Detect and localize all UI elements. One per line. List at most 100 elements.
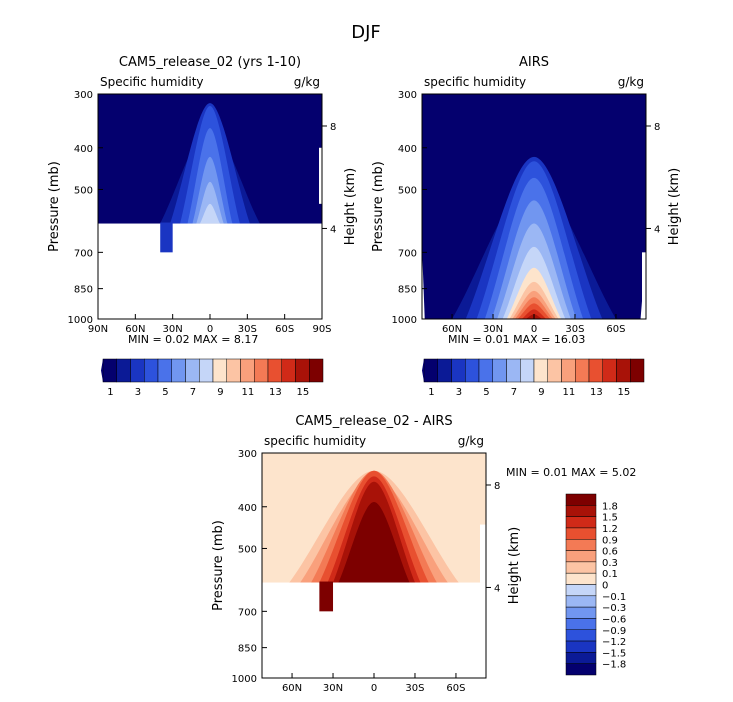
y-axis-label: Pressure (mb) — [371, 161, 386, 252]
x-tick-label: 30N — [323, 683, 343, 694]
x-tick-label: 30N — [163, 324, 183, 335]
colorbar-label: −1.5 — [602, 648, 626, 659]
plot-area-diff — [262, 453, 486, 612]
y-tick-label: 1000 — [392, 315, 417, 326]
y-right-axis-label: Height (km) — [667, 168, 682, 245]
colorbar-box — [520, 358, 535, 383]
colorbar-box — [451, 358, 466, 383]
colorbar-label: 3 — [456, 387, 462, 398]
colorbar-box — [630, 358, 645, 383]
x-tick-label: 30S — [565, 324, 584, 335]
contour-level-6 — [196, 181, 224, 224]
y-right-tick-label: 8 — [330, 122, 336, 133]
colorbar-label: −0.9 — [602, 626, 626, 637]
y-tick-label: 400 — [238, 503, 257, 514]
colorbar-label: 0.3 — [602, 558, 618, 569]
colorbar-box — [588, 358, 603, 383]
field-notch — [319, 581, 334, 612]
min-max-readout: MIN = 0.02 MAX = 8.17 — [128, 333, 258, 346]
figure-title: DJF — [351, 22, 381, 43]
colorbar-box — [226, 358, 241, 383]
colorbar-label: 13 — [269, 387, 282, 398]
colorbar-box — [492, 358, 507, 383]
colorbar-label: 1.8 — [602, 501, 618, 512]
colorbar-label: 11 — [242, 387, 255, 398]
colorbar-label: 1.2 — [602, 524, 618, 535]
colorbar-label: 1.5 — [602, 513, 618, 524]
colorbar-box — [565, 663, 597, 676]
x-tick-label: 60N — [282, 683, 302, 694]
colorbar-label: 3 — [135, 387, 141, 398]
contour-level-7 — [200, 203, 220, 224]
x-tick-label: 30S — [405, 683, 424, 694]
colorbar-box — [565, 550, 597, 563]
colorbar-label: −1.8 — [602, 660, 626, 671]
colorbar-box — [240, 358, 255, 383]
field-notch — [160, 222, 173, 253]
colorbar-box — [547, 358, 562, 383]
colorbar-box — [185, 358, 200, 383]
y-tick-label: 1000 — [68, 315, 93, 326]
contour-level-7 — [338, 502, 410, 583]
panel-subtitle: Specific humidity — [100, 75, 204, 89]
colorbar-box — [267, 358, 282, 383]
y-tick-label: 850 — [74, 285, 93, 296]
colorbar-box — [565, 539, 597, 551]
colorbar-box — [171, 358, 186, 383]
colorbar-label: 15 — [297, 387, 310, 398]
colorbar-label: 9 — [217, 387, 223, 398]
x-tick-label: 60N — [442, 324, 462, 335]
colorbar-box — [565, 595, 597, 608]
colorbar-box — [565, 572, 597, 585]
y-right-tick-label: 8 — [654, 122, 660, 133]
y-right-axis-label: Height (km) — [343, 168, 358, 245]
y-tick-label: 400 — [398, 144, 417, 155]
y-axis-label: Pressure (mb) — [211, 520, 226, 611]
colorbar-box — [533, 358, 548, 383]
colorbar-box — [565, 629, 597, 642]
colorbar-box — [565, 527, 597, 540]
colorbar-box — [130, 358, 145, 383]
y-tick-label: 850 — [238, 644, 257, 655]
colorbar-label: 15 — [618, 387, 631, 398]
colorbar-label: 1 — [428, 387, 434, 398]
colorbar-box — [199, 358, 214, 383]
colorbar-box — [465, 358, 480, 383]
y-tick-label: 300 — [74, 90, 93, 101]
colorbar-label: −0.1 — [602, 592, 626, 603]
colorbar-box — [565, 640, 597, 653]
x-tick-label: 30N — [483, 324, 503, 335]
colorbar-label: 1 — [107, 387, 113, 398]
min-max-readout: MIN = 0.01 MAX = 5.02 — [506, 466, 636, 479]
colorbar-box — [281, 358, 296, 383]
colorbar-box — [295, 358, 310, 383]
x-tick-label: 90S — [312, 324, 331, 335]
x-tick-label: 90N — [88, 324, 108, 335]
colorbar-box — [616, 358, 631, 383]
colorbar-box — [157, 358, 172, 383]
y-tick-label: 300 — [238, 449, 257, 460]
colorbar-box — [423, 358, 438, 383]
x-tick-label: 0 — [207, 324, 213, 335]
y-tick-label: 700 — [398, 248, 417, 259]
panel-title: CAM5_release_02 - AIRS — [295, 414, 452, 429]
colorbar-box — [212, 358, 227, 383]
missing-strip — [319, 147, 322, 204]
colorbar-box — [602, 358, 617, 383]
y-right-axis-label: Height (km) — [507, 527, 522, 604]
y-tick-label: 300 — [398, 90, 417, 101]
colorbar-box — [561, 358, 576, 383]
colorbar-box — [565, 606, 597, 619]
x-tick-label: 60N — [125, 324, 145, 335]
panel-units: g/kg — [618, 75, 644, 89]
missing-strip — [642, 252, 646, 319]
colorbar-box — [116, 358, 131, 383]
panel-units: g/kg — [458, 434, 484, 448]
y-tick-label: 500 — [398, 185, 417, 196]
colorbar-label: 0.9 — [602, 535, 618, 546]
colorbar-diff: 1.81.51.20.90.60.30.10−0.1−0.3−0.6−0.9−1… — [565, 493, 626, 676]
y-tick-label: 400 — [74, 144, 93, 155]
x-tick-label: 0 — [531, 324, 537, 335]
colorbar-end — [422, 359, 424, 382]
